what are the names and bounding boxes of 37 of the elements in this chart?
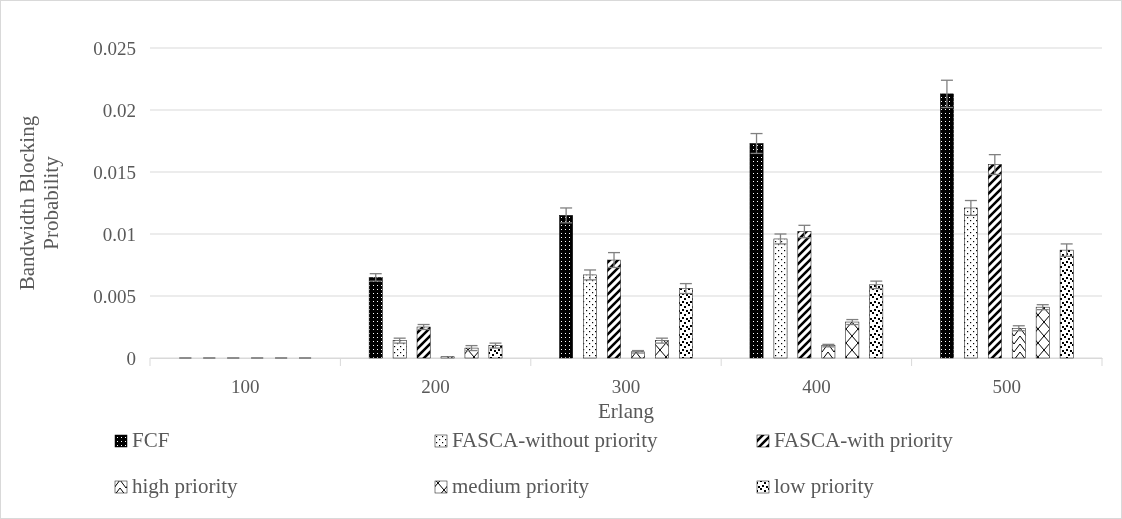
legend-label: high priority [132,474,239,498]
bar [1059,249,1074,359]
x-axis-title: Erlang [598,399,655,423]
legend-label: FASCA-without priority [452,428,659,452]
legend-label: medium priority [452,474,590,498]
legend-label: FASCA-with priority [774,428,954,452]
y-tick-label: 0.025 [93,37,136,59]
bar [1011,327,1026,359]
x-tick-label: 300 [611,376,641,398]
y-axis-title: Bandwidth Blocking Probability [15,115,63,291]
bar [749,143,764,359]
x-tick-label: 200 [421,376,450,398]
legend-label: low priority [774,474,875,498]
bar [964,207,978,359]
y-tick-label: 0.005 [93,285,136,307]
x-tick-label: 100 [230,376,260,398]
bar [821,345,836,359]
bar [797,231,812,359]
legend-label: FCF [132,428,170,452]
y-tick-label: 0.01 [102,223,136,245]
y-tick-label: 0.015 [93,161,136,183]
bar [416,326,431,359]
bar [940,93,954,359]
bar [987,164,1002,359]
bar [869,284,884,359]
bar [583,274,597,359]
bar [1035,306,1050,359]
bar [845,321,860,359]
bar [773,238,788,359]
y-tick-label: 0 [126,347,136,369]
x-tick-label: 400 [802,376,831,398]
bar [559,215,573,359]
bar [679,288,693,359]
bar [607,259,621,359]
bar [368,277,383,359]
y-tick-label: 0.02 [102,99,136,121]
x-tick-label: 500 [992,376,1022,398]
